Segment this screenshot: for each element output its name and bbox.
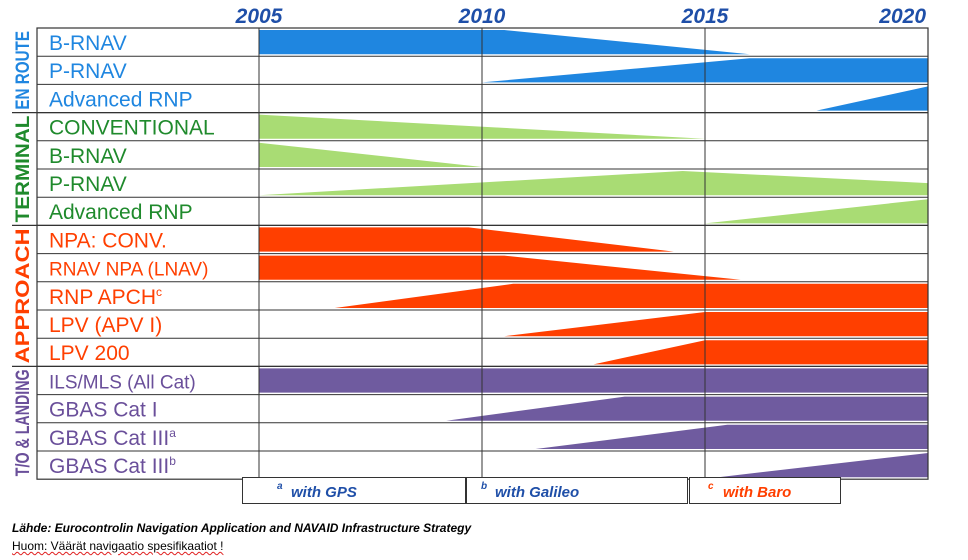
row-label-8: RNAV NPA (LNAV) <box>49 260 208 281</box>
source-note: Lähde: Eurocontrolin Navigation Applicat… <box>12 521 471 535</box>
legend-gps-sup: a <box>277 481 283 492</box>
legend-galileo: b with Galileo <box>466 477 688 504</box>
series-bar-0 <box>259 30 750 55</box>
row-label-6: Advanced RNP <box>49 201 193 224</box>
series-bar-6 <box>705 199 928 224</box>
row-label-0: B-RNAV <box>49 32 127 55</box>
group-labels: EN ROUTE TERMINAL APPROACH T/O & LANDING <box>13 31 34 476</box>
row-labels: B-RNAV P-RNAV Advanced RNP CONVENTIONAL B-RN… <box>49 32 215 478</box>
series-bar-13 <box>446 396 928 421</box>
legend-baro: c with Baro <box>689 477 841 504</box>
row-label-12: ILS/MLS (All Cat) <box>49 372 196 393</box>
row-label-15: GBAS Cat IIIb <box>49 454 176 478</box>
row-label-14: GBAS Cat IIIa <box>49 426 176 450</box>
row-label-13: GBAS Cat I <box>49 399 158 422</box>
row-label-3: CONVENTIONAL <box>49 117 215 140</box>
year-tick-2010: 2010 <box>458 5 506 28</box>
legend-galileo-sup: b <box>481 481 488 492</box>
series-bars <box>259 30 928 478</box>
series-bar-5 <box>259 171 928 196</box>
series-bar-3 <box>259 114 705 139</box>
grid <box>12 27 929 480</box>
series-bar-12 <box>259 368 928 393</box>
series-bar-15 <box>718 453 928 478</box>
row-label-1: P-RNAV <box>49 60 127 83</box>
series-bar-8 <box>259 255 741 280</box>
source-text: Lähde: Eurocontrolin Navigation Applicat… <box>12 521 472 535</box>
series-bar-14 <box>535 424 928 449</box>
group-label-0: EN ROUTE <box>13 31 34 110</box>
row-label-10: LPV (APV I) <box>49 314 162 337</box>
disclaimer-text: Huom: Väärät navigaatio spesifikaatiot ! <box>12 539 224 553</box>
year-axis: 2005 2010 2015 2020 <box>235 5 927 28</box>
row-label-5: P-RNAV <box>49 173 127 196</box>
group-label-3: T/O & LANDING <box>13 369 34 476</box>
row-label-7: NPA: CONV. <box>49 229 167 252</box>
year-tick-2015: 2015 <box>681 5 729 28</box>
legend-gps: a with GPS <box>242 477 466 504</box>
group-label-2: APPROACH <box>13 228 34 363</box>
row-label-9: RNP APCHc <box>49 285 162 309</box>
row-label-11: LPV 200 <box>49 342 130 365</box>
series-bar-2 <box>816 86 928 111</box>
group-label-1: TERMINAL <box>13 115 34 222</box>
year-tick-2020: 2020 <box>878 5 926 28</box>
disclaimer-note: Huom: Väärät navigaatio spesifikaatiot ! <box>12 539 223 553</box>
row-label-2: Advanced RNP <box>49 88 193 111</box>
roadmap-chart: 2005 2010 2015 2020 B-RNAV P-RNAV Advanced RN… <box>12 5 929 480</box>
series-bar-4 <box>259 142 482 167</box>
series-bar-9 <box>334 283 928 308</box>
legend-gps-text: with GPS <box>291 484 357 501</box>
series-bar-10 <box>504 312 928 337</box>
year-tick-2005: 2005 <box>235 5 283 28</box>
series-bar-7 <box>259 227 674 252</box>
legend-baro-sup: c <box>708 481 714 492</box>
series-bar-11 <box>593 340 928 365</box>
row-label-4: B-RNAV <box>49 145 127 168</box>
legend-baro-text: with Baro <box>723 484 792 501</box>
legend-galileo-text: with Galileo <box>495 484 580 501</box>
